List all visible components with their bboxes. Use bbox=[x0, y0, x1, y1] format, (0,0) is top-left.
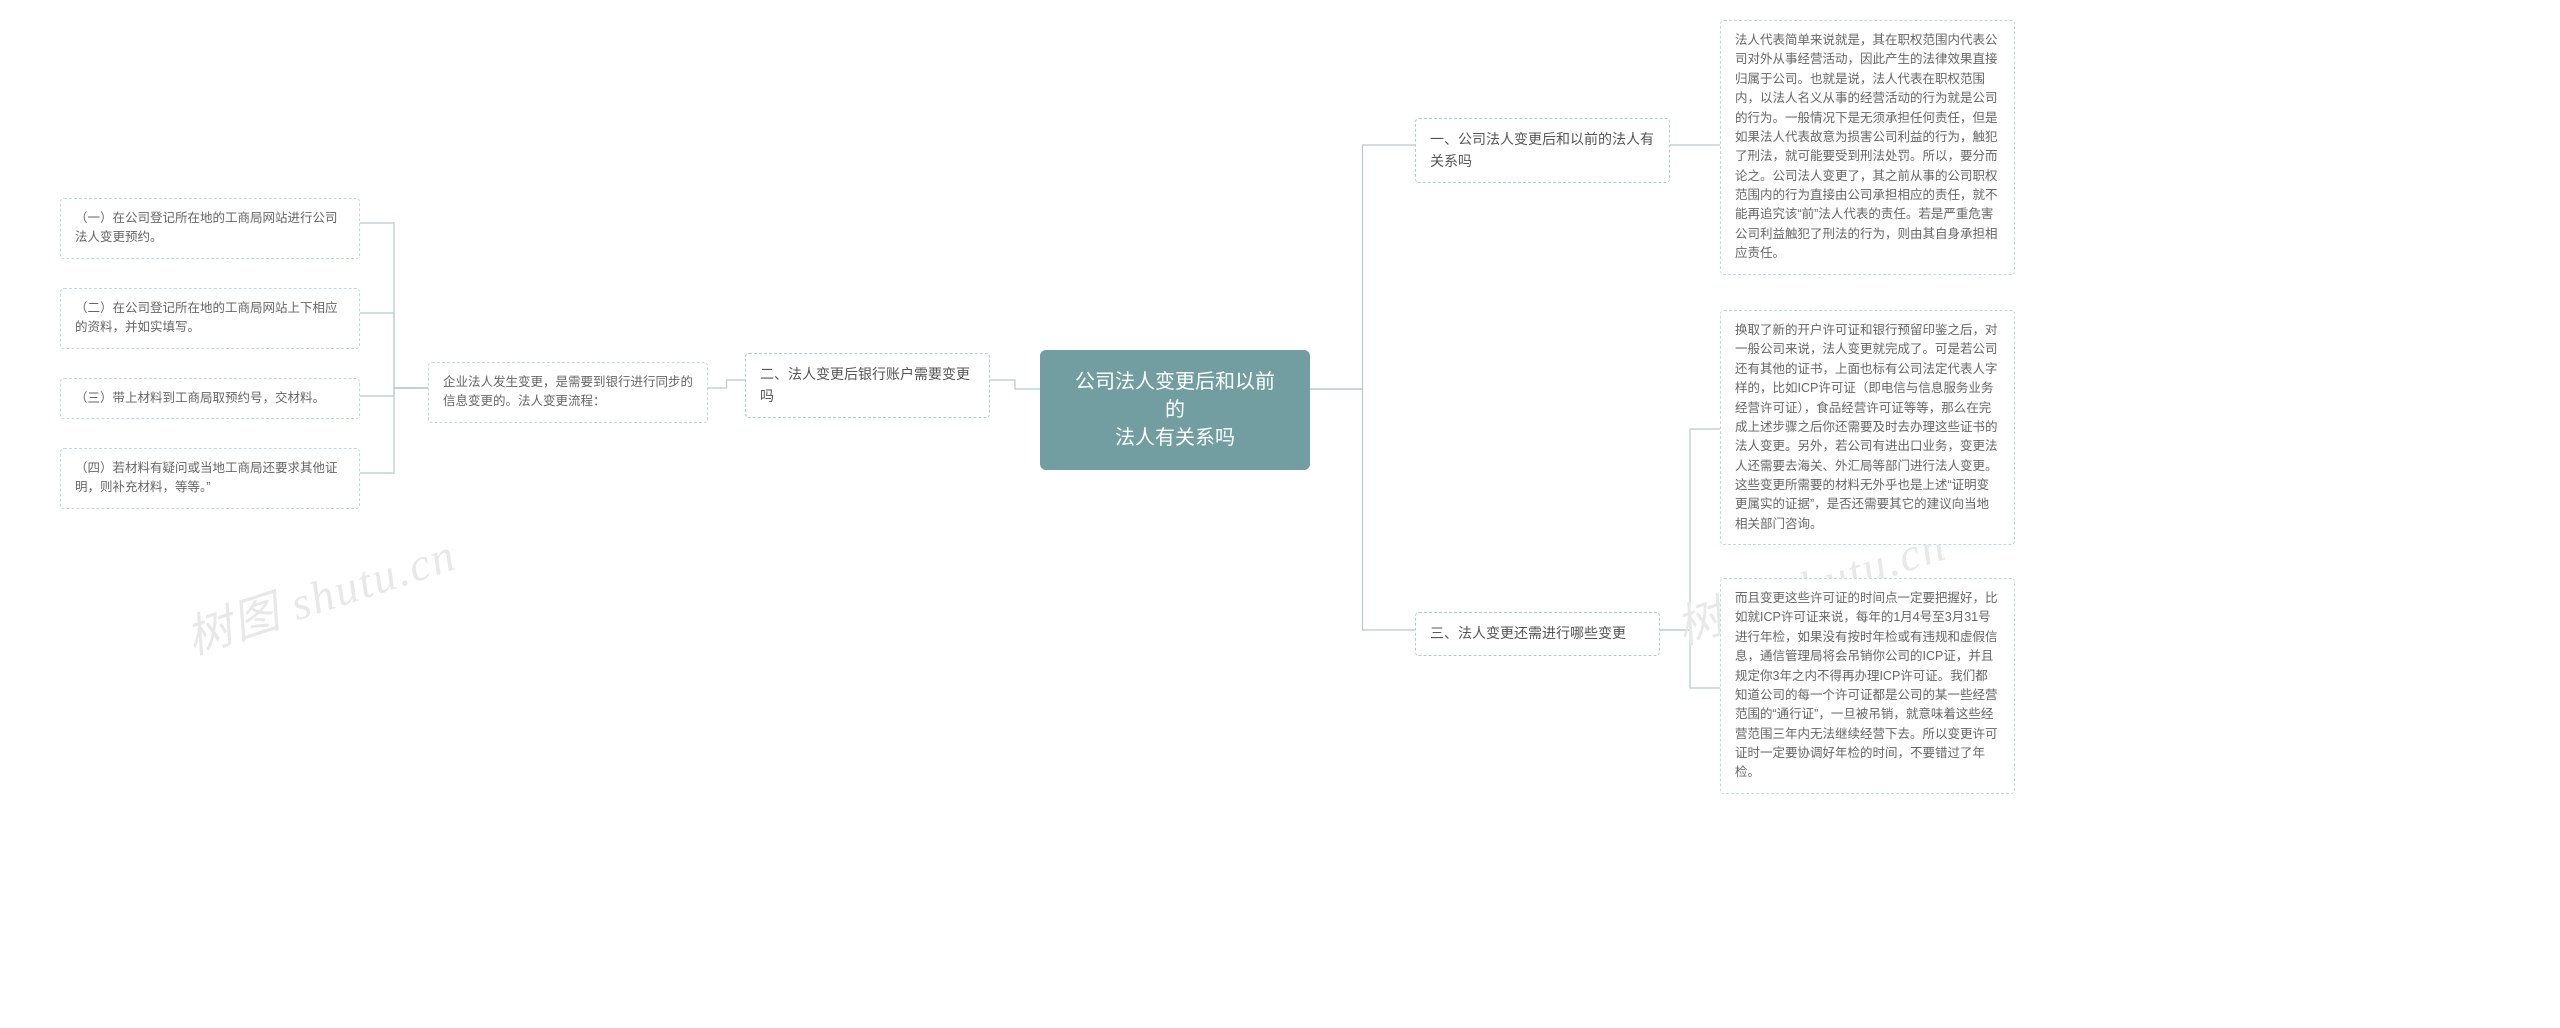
leaf-left-2a-text: 企业法人发生变更，是需要到银行进行同步的信息变更的。法人变更流程： bbox=[443, 375, 693, 408]
leaf-right-1-0[interactable]: 法人代表简单来说就是，其在职权范围内代表公司对外从事经营活动，因此产生的法律效果… bbox=[1720, 20, 2015, 275]
leaf-left-2a[interactable]: 企业法人发生变更，是需要到银行进行同步的信息变更的。法人变更流程： bbox=[428, 362, 708, 423]
leaf-left-2a-2[interactable]: （三）带上材料到工商局取预约号，交材料。 bbox=[60, 378, 360, 419]
branch-left-2-label: 二、法人变更后银行账户需要变更吗 bbox=[760, 366, 970, 404]
leaf-right-3-1-text: 而且变更这些许可证的时间点一定要把握好，比如就ICP许可证来说，每年的1月4号至… bbox=[1735, 591, 1998, 779]
central-line2: 法人有关系吗 bbox=[1115, 427, 1235, 449]
watermark-1: 树图 shutu.cn bbox=[177, 518, 464, 667]
branch-right-3[interactable]: 三、法人变更还需进行哪些变更 bbox=[1415, 612, 1660, 656]
leaf-left-2a-1[interactable]: （二）在公司登记所在地的工商局网站上下相应的资料，并如实填写。 bbox=[60, 288, 360, 349]
branch-right-1-label: 一、公司法人变更后和以前的法人有关系吗 bbox=[1430, 131, 1654, 169]
leaf-right-3-0-text: 换取了新的开户许可证和银行预留印鉴之后，对一般公司来说，法人变更就完成了。可是若… bbox=[1735, 323, 1998, 531]
connector-layer bbox=[0, 0, 2560, 1028]
central-topic[interactable]: 公司法人变更后和以前的 法人有关系吗 bbox=[1040, 350, 1310, 470]
central-line1: 公司法人变更后和以前的 bbox=[1075, 371, 1275, 421]
leaf-left-2a-0[interactable]: （一）在公司登记所在地的工商局网站进行公司法人变更预约。 bbox=[60, 198, 360, 259]
leaf-right-1-0-text: 法人代表简单来说就是，其在职权范围内代表公司对外从事经营活动，因此产生的法律效果… bbox=[1735, 33, 1998, 260]
leaf-left-2a-3[interactable]: （四）若材料有疑问或当地工商局还要求其他证明，则补充材料，等等。” bbox=[60, 448, 360, 509]
branch-left-2[interactable]: 二、法人变更后银行账户需要变更吗 bbox=[745, 353, 990, 418]
leaf-left-2a-2-text: （三）带上材料到工商局取预约号，交材料。 bbox=[75, 391, 325, 405]
leaf-right-3-0[interactable]: 换取了新的开户许可证和银行预留印鉴之后，对一般公司来说，法人变更就完成了。可是若… bbox=[1720, 310, 2015, 545]
leaf-left-2a-0-text: （一）在公司登记所在地的工商局网站进行公司法人变更预约。 bbox=[75, 211, 338, 244]
leaf-left-2a-3-text: （四）若材料有疑问或当地工商局还要求其他证明，则补充材料，等等。” bbox=[75, 461, 338, 494]
leaf-left-2a-1-text: （二）在公司登记所在地的工商局网站上下相应的资料，并如实填写。 bbox=[75, 301, 338, 334]
branch-right-3-label: 三、法人变更还需进行哪些变更 bbox=[1430, 625, 1626, 641]
leaf-right-3-1[interactable]: 而且变更这些许可证的时间点一定要把握好，比如就ICP许可证来说，每年的1月4号至… bbox=[1720, 578, 2015, 794]
branch-right-1[interactable]: 一、公司法人变更后和以前的法人有关系吗 bbox=[1415, 118, 1670, 183]
